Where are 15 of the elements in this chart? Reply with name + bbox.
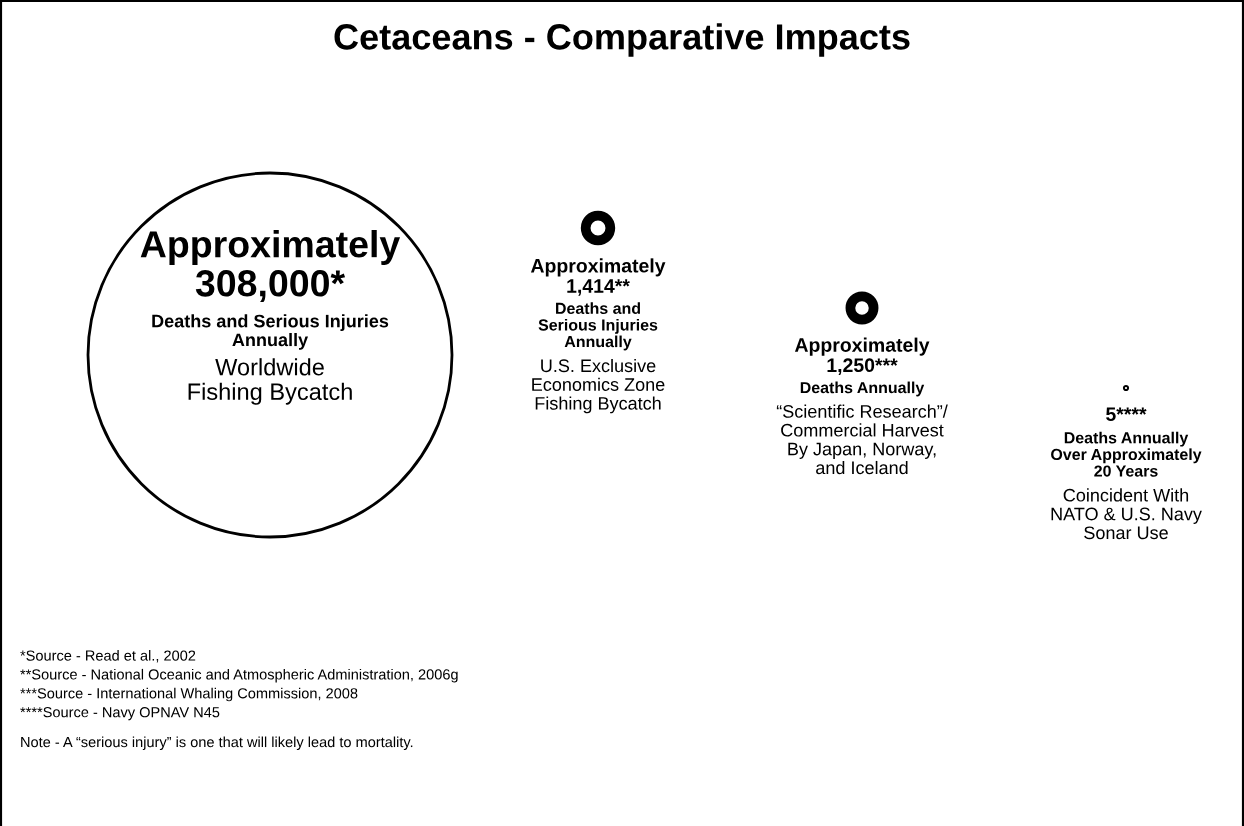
- category-label: Coincident With NATO & U.S. Navy Sonar Use: [1051, 488, 1202, 540]
- category-label: Worldwide Fishing Bycatch: [188, 358, 352, 405]
- data-label: Approximately 1,250***: [794, 337, 930, 375]
- text: Deaths Annually: [800, 381, 925, 397]
- text: Cetaceans - Comparative Impacts: [334, 23, 910, 57]
- text: *Source - Read et al., 2002 **Source - National Oceanic and Atmospheric Administration, 2006g ***Source - International Whaling Commission, 2008 ****Source - Navy OPNAV N45: [20, 650, 458, 721]
- category-label: “Scientific Research”/ Commercial Harvest By Japan, Norway, and Iceland: [776, 404, 948, 475]
- text: Deaths and Serious Injuries Annually: [538, 302, 658, 351]
- data-label: Approximately 308,000*: [140, 230, 401, 303]
- data-label: 5****: [1106, 407, 1147, 422]
- text: Note - A “serious injury” is one that will likely lead to mortality.: [21, 736, 413, 751]
- text: Deaths and Serious Injuries Annually: [152, 314, 389, 350]
- text: Deaths Annually Over Approximately 20 Years: [1051, 431, 1202, 477]
- category-label: U.S. Exclusive Economics Zone Fishing Bycatch: [532, 358, 665, 414]
- data-label: Approximately 1,414**: [530, 258, 666, 296]
